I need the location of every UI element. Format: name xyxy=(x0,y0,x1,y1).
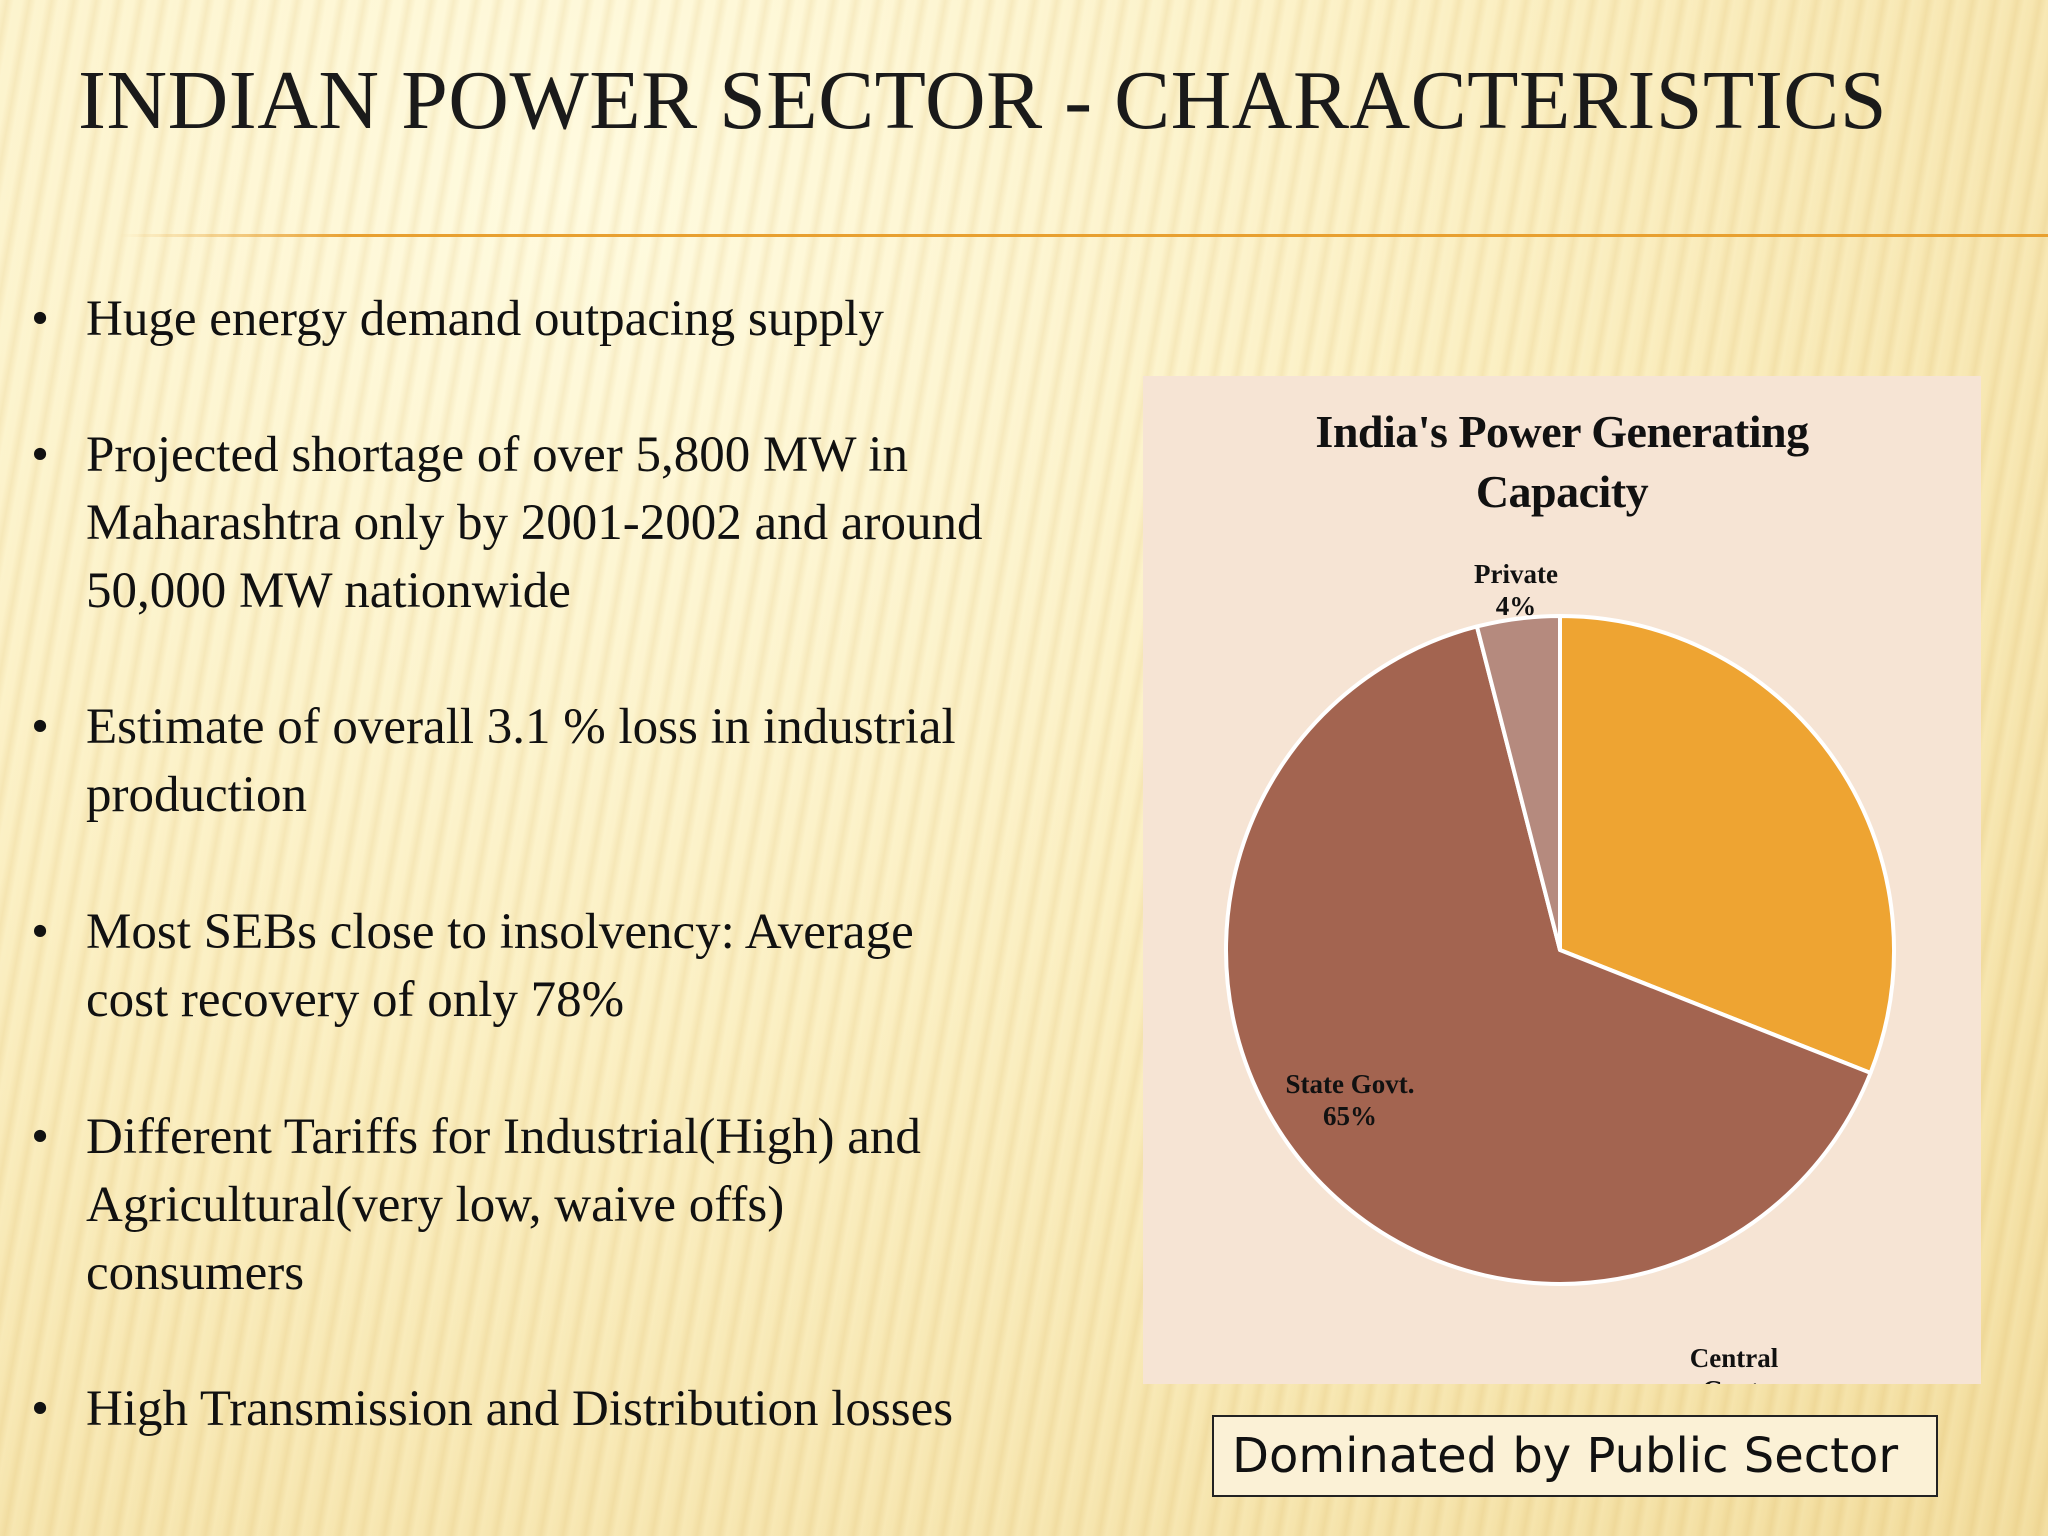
bullet-line: cost recovery of only 78% xyxy=(86,972,625,1028)
slice-label: Private 4% xyxy=(1474,559,1558,621)
bullet-item: • High Transmission and Distribution los… xyxy=(20,1375,1120,1443)
slice-label-line: 65% xyxy=(1323,1101,1377,1131)
bullet-line: production xyxy=(86,767,307,823)
bullet-symbol: • xyxy=(31,1381,49,1437)
bullet-symbol: • xyxy=(31,427,49,483)
bullet-line: Different Tariffs for Industrial(High) a… xyxy=(86,1109,921,1165)
bullet-line: consumers xyxy=(86,1245,305,1301)
pie-slice xyxy=(1558,614,1896,1075)
bullet-line: 50,000 MW nationwide xyxy=(86,563,571,619)
slice-label-line: Central xyxy=(1690,1343,1779,1373)
bullet-line: Estimate of overall 3.1 % loss in indust… xyxy=(86,699,956,755)
public-sector-callout: Dominated by Public Sector xyxy=(1212,1415,1938,1497)
bullet-line: High Transmission and Distribution losse… xyxy=(86,1381,954,1437)
bullet-item: • Different Tariffs for Industrial(High)… xyxy=(20,1103,1120,1307)
slide-title: INDIAN POWER SECTOR - CHARACTERISTICS xyxy=(78,54,1888,147)
bullet-item: • Huge energy demand outpacing supply xyxy=(20,285,1120,353)
slice-label-line: Govt. xyxy=(1702,1375,1766,1384)
bullet-item: • Most SEBs close to insolvency: Average… xyxy=(20,898,1120,1034)
slice-label: CentralGovt.31% xyxy=(1690,1343,1779,1384)
slice-label-line: State Govt. xyxy=(1286,1069,1415,1099)
bullet-line: Projected shortage of over 5,800 MW in xyxy=(86,427,908,483)
pie-slice xyxy=(1224,624,1873,1286)
slice-label-line: 4% xyxy=(1496,591,1537,621)
slice-label: State Govt. 65% xyxy=(1286,1069,1415,1131)
title-rule xyxy=(120,234,2048,237)
bullet-line: Most SEBs close to insolvency: Average xyxy=(86,904,914,960)
bullet-item: • Projected shortage of over 5,800 MW in… xyxy=(20,421,1120,625)
slice-label-line: Private xyxy=(1474,559,1558,589)
chart-title: India's Power Generating Capacity xyxy=(1143,402,1981,522)
bullet-symbol: • xyxy=(31,1109,49,1165)
bullet-symbol: • xyxy=(31,699,49,755)
chart-title-line: Capacity xyxy=(1475,466,1649,517)
bullet-line: Maharashtra only by 2001-2002 and around xyxy=(86,495,983,551)
chart-title-line: India's Power Generating xyxy=(1315,406,1809,457)
pie-chart-panel: India's Power Generating Capacity Centra… xyxy=(1143,376,1981,1384)
bullet-item: • Estimate of overall 3.1 % loss in indu… xyxy=(20,693,1120,829)
bullet-symbol: • xyxy=(31,904,49,960)
bullet-line: Huge energy demand outpacing supply xyxy=(86,291,884,347)
pie-slice xyxy=(1474,614,1562,952)
bullet-symbol: • xyxy=(31,291,49,347)
bullet-line: Agricultural(very low, waive offs) xyxy=(86,1177,785,1233)
